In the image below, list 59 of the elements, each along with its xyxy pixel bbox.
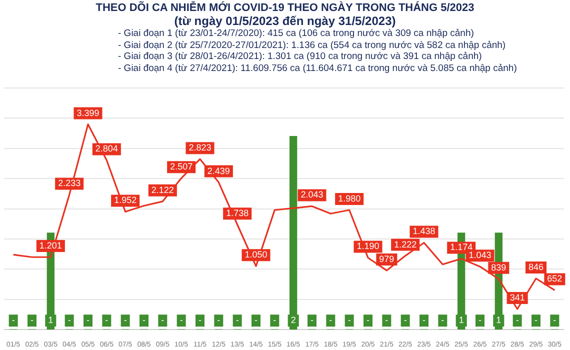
data-label: 341 bbox=[510, 292, 525, 302]
text: - Giai đoạn 3 (từ 28/01-26/4/2021): 1.301 ca (910 ca trong nước và 391 ca nhập cảnh) bbox=[118, 51, 483, 62]
data-label: 1 bbox=[496, 315, 502, 326]
chart-subtitle: (từ ngày 01/5/2023 đến ngày 31/5/2023) bbox=[173, 14, 397, 28]
data-label: - bbox=[329, 315, 332, 326]
data-label: - bbox=[385, 315, 388, 326]
data-label: 2 bbox=[290, 315, 296, 326]
data-label: 2.122 bbox=[151, 184, 174, 195]
data-label: 1 bbox=[48, 315, 54, 326]
data-label: - bbox=[366, 315, 370, 326]
data-label: - bbox=[198, 315, 202, 326]
data-label: 1.190 bbox=[356, 241, 380, 252]
data-label: - bbox=[422, 315, 426, 326]
data-label: - bbox=[441, 315, 444, 326]
data-label: 1.222 bbox=[394, 239, 417, 250]
data-label: 839 bbox=[491, 262, 506, 272]
data-label: 1.980 bbox=[338, 193, 361, 204]
data-label: - bbox=[254, 315, 258, 326]
data-label: - bbox=[273, 315, 276, 326]
data-label: - bbox=[30, 315, 34, 326]
data-label: 1.043 bbox=[468, 250, 492, 260]
data-label: - bbox=[68, 315, 71, 326]
data-label: - bbox=[236, 315, 239, 326]
data-label: 979 bbox=[379, 254, 394, 264]
data-label: 2.804 bbox=[95, 144, 118, 154]
data-label: 1.952 bbox=[114, 195, 137, 206]
data-label: - bbox=[534, 315, 538, 326]
data-label: 2.043 bbox=[300, 190, 324, 200]
data-label: - bbox=[161, 315, 164, 326]
data-label: 652 bbox=[547, 274, 562, 284]
data-label: 2.507 bbox=[170, 162, 193, 172]
data-label: - bbox=[124, 315, 127, 326]
data-label: 3.399 bbox=[76, 108, 100, 118]
data-label: - bbox=[105, 315, 108, 326]
data-label: - bbox=[553, 315, 556, 326]
data-label: - bbox=[142, 315, 146, 326]
data-label: 1.738 bbox=[226, 208, 249, 218]
data-label: - bbox=[180, 315, 183, 326]
data-label: 1.050 bbox=[244, 250, 268, 260]
data-label: 1.201 bbox=[39, 240, 62, 251]
data-label: - bbox=[217, 315, 220, 326]
data-label: 2.233 bbox=[58, 178, 81, 188]
data-label: - bbox=[348, 315, 351, 326]
text: - Giai đoạn 2 (từ 25/7/2020-27/01/2021): 1.136 ca (554 ca trong nước và 582 ca nhập cảnh) bbox=[118, 40, 507, 51]
chart-title: THEO DÕI CA NHIỄM MỚI COVID-19 THEO NGÀY TRONG THÁNG 5/2023 bbox=[94, 2, 476, 14]
text: - Giai đoạn 1 (từ 23/01-24/7/2020): 415 ca (106 ca trong nước và 309 ca nhập cảnh) bbox=[118, 28, 475, 40]
data-label: 1 bbox=[458, 315, 464, 326]
data-label: 1.174 bbox=[450, 242, 473, 252]
data-label: - bbox=[404, 315, 407, 326]
data-label: 2.439 bbox=[207, 166, 230, 176]
data-label: 1.438 bbox=[412, 226, 436, 236]
data-label: - bbox=[86, 315, 90, 326]
data-label: - bbox=[478, 315, 482, 326]
text: - Giai đoạn 4 (từ 27/4/2021): 11.609.756 ca (11.604.671 ca trong nước và 5.085 ca nhập cảnh) bbox=[118, 62, 518, 74]
data-label: 2.823 bbox=[188, 142, 212, 153]
data-label: - bbox=[12, 315, 15, 326]
data-label: - bbox=[516, 315, 519, 326]
data-label: 846 bbox=[528, 262, 544, 272]
data-label: - bbox=[310, 315, 314, 326]
